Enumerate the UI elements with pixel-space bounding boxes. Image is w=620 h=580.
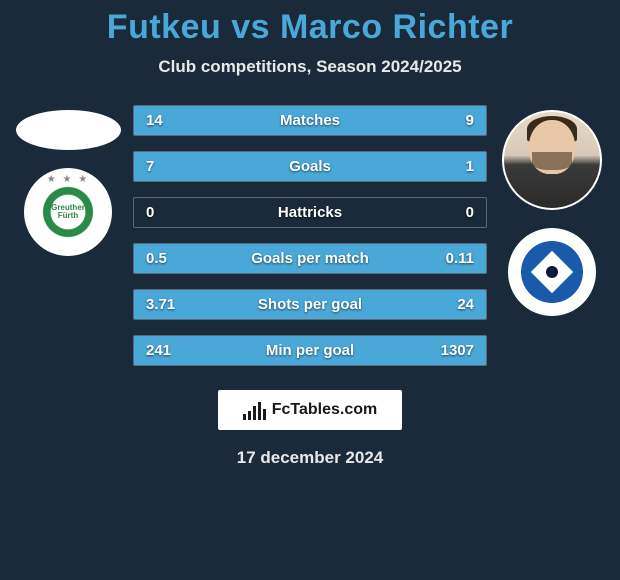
- furth-stars-icon: ★ ★ ★: [47, 174, 89, 185]
- stat-label: Shots per goal: [258, 296, 362, 313]
- brand-bars-icon: [243, 400, 266, 420]
- hsv-crest-icon: [521, 241, 583, 303]
- subtitle: Club competitions, Season 2024/2025: [0, 57, 620, 77]
- club-badge-right: [508, 228, 596, 316]
- stat-row: 14 Matches 9: [133, 105, 487, 136]
- brand-text: FcTables.com: [272, 401, 378, 419]
- stat-value-right: 24: [457, 296, 474, 313]
- stats-table: 14 Matches 9 7 Goals 1 0 Hattricks 0 0.5 Goals per…: [133, 105, 487, 366]
- club-badge-left: ★ ★ ★ GreutherFürth: [24, 168, 112, 256]
- player-left-photo: [16, 110, 121, 150]
- stat-value-left: 7: [146, 158, 154, 175]
- brand-badge: FcTables.com: [218, 390, 402, 430]
- stat-label: Matches: [280, 112, 340, 129]
- stat-value-left: 14: [146, 112, 163, 129]
- right-player-column: [492, 110, 612, 316]
- stat-value-right: 0: [466, 204, 474, 221]
- stat-value-left: 3.71: [146, 296, 175, 313]
- stat-value-right: 0.11: [446, 250, 474, 267]
- player-right-photo: [502, 110, 602, 210]
- left-player-column: ★ ★ ★ GreutherFürth: [8, 110, 128, 256]
- comparison-card: Futkeu vs Marco Richter Club competition…: [0, 0, 620, 468]
- stat-row: 7 Goals 1: [133, 151, 487, 182]
- furth-crest-icon: GreutherFürth: [38, 182, 98, 242]
- stat-value-right: 1307: [441, 342, 474, 359]
- stat-label: Min per goal: [266, 342, 354, 359]
- stat-value-left: 0.5: [146, 250, 167, 267]
- stat-value-right: 1: [466, 158, 474, 175]
- stat-row: 3.71 Shots per goal 24: [133, 289, 487, 320]
- stat-value-left: 0: [146, 204, 154, 221]
- stat-label: Goals: [289, 158, 331, 175]
- page-title: Futkeu vs Marco Richter: [0, 8, 620, 47]
- stat-row: 0.5 Goals per match 0.11: [133, 243, 487, 274]
- date-label: 17 december 2024: [0, 448, 620, 468]
- stat-label: Goals per match: [251, 250, 369, 267]
- stat-label: Hattricks: [278, 204, 342, 221]
- stat-value-right: 9: [466, 112, 474, 129]
- stat-value-left: 241: [146, 342, 171, 359]
- stat-row: 0 Hattricks 0: [133, 197, 487, 228]
- stat-row: 241 Min per goal 1307: [133, 335, 487, 366]
